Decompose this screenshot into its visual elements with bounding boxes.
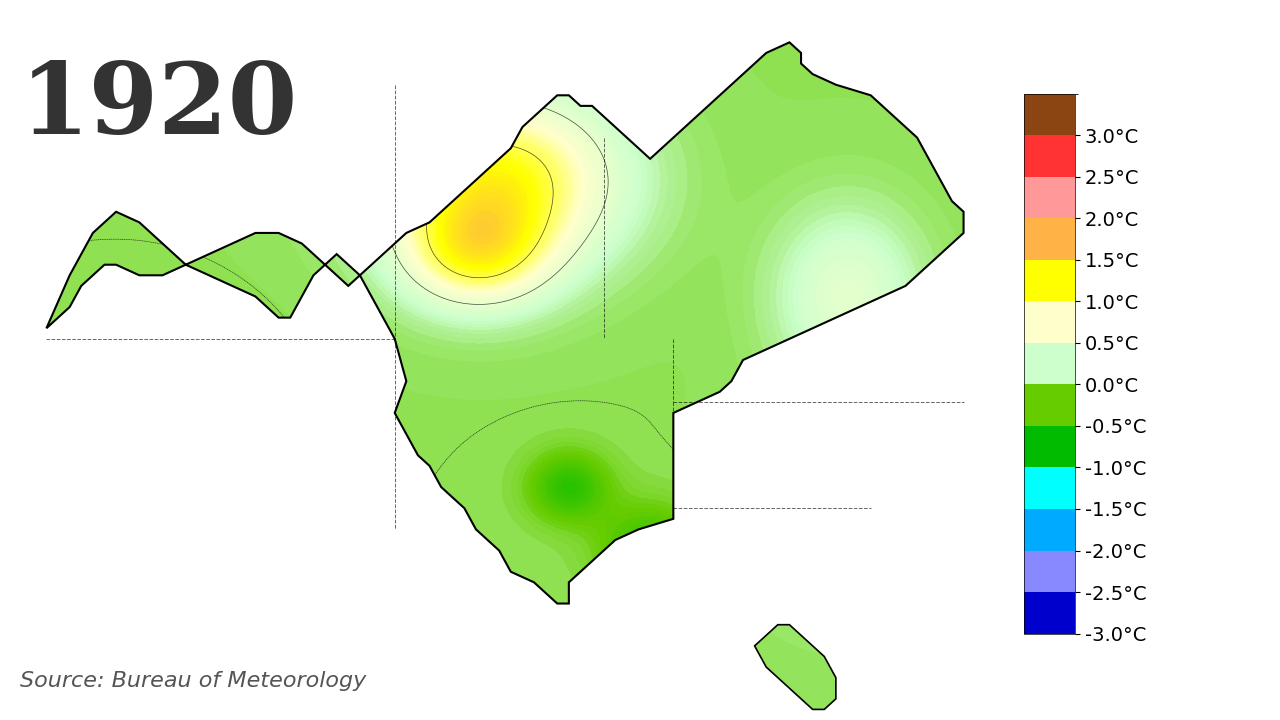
Text: 1920: 1920	[20, 58, 298, 155]
Text: Source: Bureau of Meteorology: Source: Bureau of Meteorology	[20, 671, 366, 691]
